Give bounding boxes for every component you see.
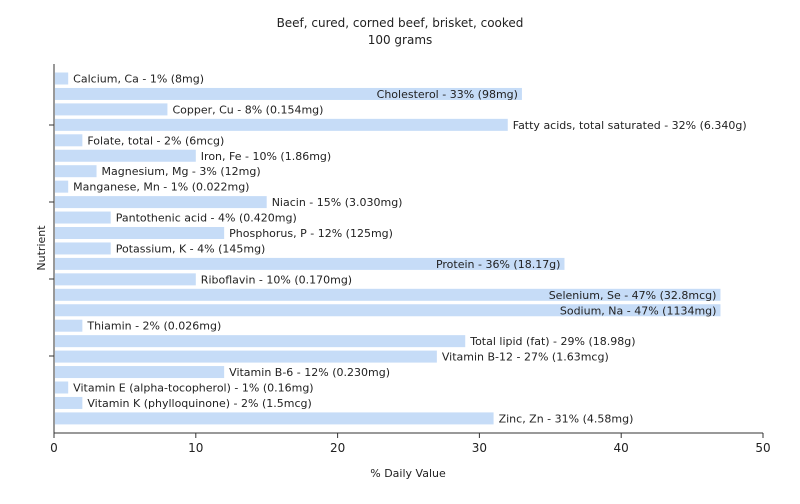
bar-label: Vitamin B-6 - 12% (0.230mg) (229, 366, 390, 379)
bar (55, 227, 225, 239)
x-tick-label: 10 (188, 441, 203, 455)
bar (55, 72, 69, 85)
bar (55, 149, 196, 162)
bar (55, 103, 168, 116)
x-tick-label: 50 (755, 441, 770, 455)
bar-label: Selenium, Se - 47% (32.8mcg) (549, 289, 717, 302)
bar (55, 196, 267, 209)
x-tick-label: 40 (614, 441, 629, 455)
bar-label: Thiamin - 2% (0.026mg) (86, 320, 221, 333)
bar-label: Vitamin E (alpha-tocopherol) - 1% (0.16m… (73, 382, 313, 395)
bar-label: Potassium, K - 4% (145mg) (116, 242, 266, 255)
bar-label: Folate, total - 2% (6mcg) (87, 134, 224, 147)
bar-label: Magnesium, Mg - 3% (12mg) (102, 165, 261, 178)
bar (55, 412, 494, 425)
bar (55, 396, 83, 409)
bar-label: Pantothenic acid - 4% (0.420mg) (116, 212, 297, 225)
bar (55, 350, 437, 363)
bar (55, 335, 466, 348)
bar (55, 180, 69, 193)
bar (55, 288, 721, 301)
bar-label: Calcium, Ca - 1% (8mg) (73, 73, 204, 86)
x-tick-label: 30 (472, 441, 487, 455)
x-tick-label: 20 (330, 441, 345, 455)
bar (55, 118, 508, 131)
x-axis-label: % Daily Value (370, 467, 446, 480)
bar-label: Vitamin B-12 - 27% (1.63mcg) (442, 351, 609, 364)
bar-label: Niacin - 15% (3.030mg) (272, 196, 403, 209)
bar (55, 87, 522, 100)
bar-label: Copper, Cu - 8% (0.154mg) (172, 103, 323, 116)
y-axis-label: Nutrient (35, 225, 48, 271)
bar-label: Total lipid (fat) - 29% (18.98g) (469, 335, 635, 348)
bar (55, 319, 83, 332)
bar (55, 257, 565, 270)
bar-label: Zinc, Zn - 31% (4.58mg) (499, 412, 634, 425)
chart-subtitle: 100 grams (368, 33, 433, 47)
bar-label: Phosphorus, P - 12% (125mg) (229, 227, 393, 240)
bars-layer: Calcium, Ca - 1% (8mg) Cholesterol - 33% … (55, 72, 747, 425)
bar (55, 381, 69, 394)
bar (55, 366, 225, 379)
axes-layer: 0 10 20 30 40 50 (49, 64, 771, 455)
bar-label: Riboflavin - 10% (0.170mg) (201, 273, 352, 286)
bar (55, 165, 97, 178)
bar-label: Fatty acids, total saturated - 32% (6.34… (513, 119, 747, 132)
bar (55, 242, 111, 255)
bar (55, 211, 111, 224)
bar (55, 134, 83, 147)
bar (55, 273, 196, 286)
bar (55, 304, 721, 317)
bar-label: Iron, Fe - 10% (1.86mg) (201, 150, 331, 163)
bar-label: Manganese, Mn - 1% (0.022mg) (73, 181, 249, 194)
bar-label: Vitamin K (phylloquinone) - 2% (1.5mcg) (87, 397, 311, 410)
x-tick-label: 0 (50, 441, 58, 455)
bar-label: Cholesterol - 33% (98mg) (377, 88, 518, 101)
bar-label: Protein - 36% (18.17g) (436, 258, 561, 271)
chart-title: Beef, cured, corned beef, brisket, cooke… (277, 16, 524, 30)
bar-label: Sodium, Na - 47% (1134mg) (560, 304, 717, 317)
